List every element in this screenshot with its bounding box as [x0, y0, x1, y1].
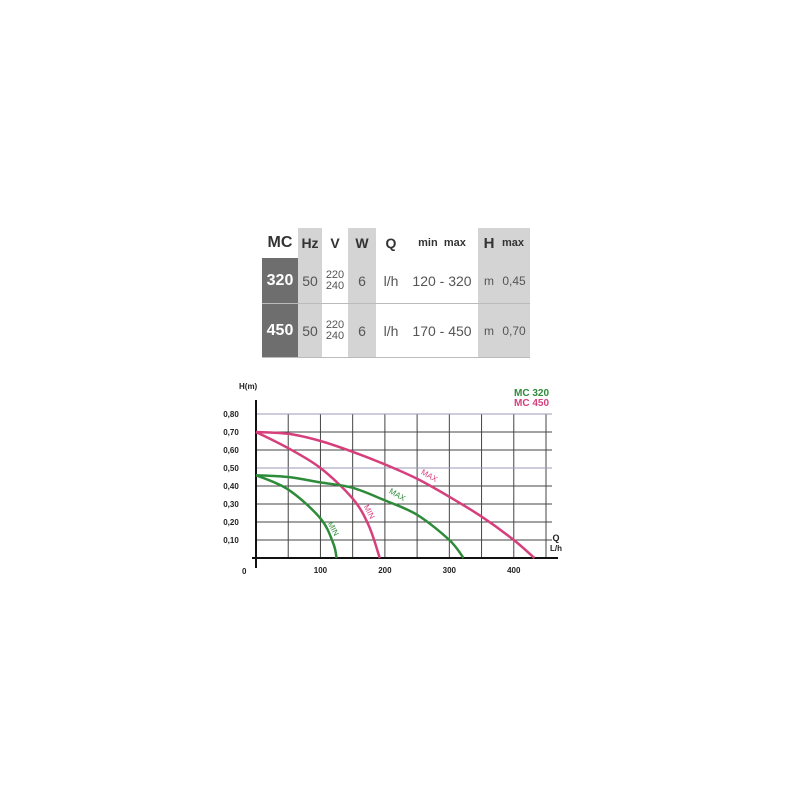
h-unit: m: [484, 273, 494, 288]
x-tick-label: 200: [378, 566, 392, 575]
header-v: V: [330, 235, 340, 251]
series-line-mc450-min: [255, 430, 381, 559]
v2: 240: [325, 330, 345, 342]
voltage: 220 240: [322, 304, 348, 358]
header-hmax: max: [501, 237, 525, 249]
legend-entry: MC 320: [514, 388, 549, 399]
series-line-mc450-max: [255, 430, 536, 559]
x-tick-label: 300: [443, 566, 457, 575]
v1: 220: [325, 319, 345, 331]
watts: 6: [358, 272, 366, 289]
y-tick-label: 0,70: [223, 428, 239, 437]
y-tick-label: 0,50: [223, 464, 239, 473]
h-unit: m: [484, 324, 494, 338]
y-tick-label: 0,80: [223, 410, 239, 419]
q-unit: l/h: [383, 272, 399, 289]
y-axis-label: H(m): [239, 382, 258, 391]
v1: 220: [325, 268, 345, 281]
q-range: 120 - 320: [412, 272, 472, 289]
x-axis-label-unit: L/h: [550, 544, 562, 553]
model-column: [262, 258, 298, 358]
q-range: 170 - 450: [412, 323, 472, 339]
v2: 240: [325, 279, 345, 292]
w-column: [348, 228, 376, 358]
origin-label: 0: [242, 567, 247, 576]
y-tick-label: 0,40: [223, 482, 239, 491]
y-tick-label: 0,10: [223, 536, 239, 545]
header-minmax: min max: [418, 237, 466, 249]
h-column: [478, 228, 530, 358]
hz: 50: [302, 323, 318, 339]
h-max: 0,45: [502, 273, 526, 288]
x-tick-label: 100: [314, 566, 328, 575]
model: 320: [266, 271, 294, 289]
row-divider: [262, 303, 530, 304]
y-tick-label: 0,30: [223, 500, 239, 509]
legend-entry: MC 450: [514, 398, 549, 409]
curve-label: MAX: [387, 487, 407, 504]
watts: 6: [358, 323, 366, 339]
header-w: W: [355, 235, 369, 251]
series-line-mc320-max: [255, 473, 465, 559]
model: 450: [266, 322, 294, 339]
x-tick-label: 400: [507, 566, 521, 575]
x-axis-label-q: Q: [552, 533, 559, 543]
voltage: 220 240: [322, 258, 348, 303]
header-q: Q: [385, 235, 397, 251]
row-divider: [262, 357, 530, 358]
header-h: H: [483, 234, 495, 252]
y-tick-label: 0,60: [223, 446, 239, 455]
y-tick-label: 0,20: [223, 518, 239, 527]
series-line-mc320-min: [255, 474, 338, 559]
spec-table: MC Hz V W Q min max H max 320 50 220 240 …: [262, 228, 530, 358]
header-hz: Hz: [301, 235, 319, 251]
hz: 50: [302, 272, 318, 289]
hz-column: [298, 228, 322, 358]
h-max: 0,70: [502, 324, 526, 338]
q-unit: l/h: [383, 323, 399, 339]
header-mc: MC: [267, 234, 293, 251]
